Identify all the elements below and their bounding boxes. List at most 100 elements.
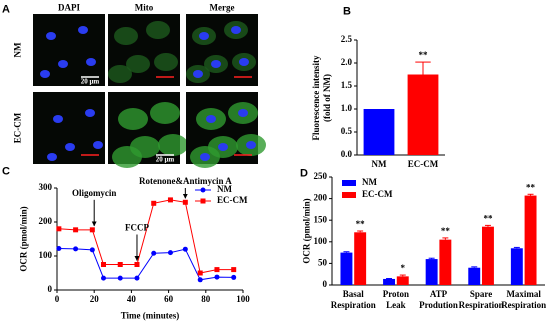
micrograph <box>33 92 105 164</box>
data-point <box>182 246 188 252</box>
x-axis-label: Time (minutes) <box>120 310 180 321</box>
data-point <box>167 250 173 256</box>
significance: ** <box>483 213 493 223</box>
nucleus <box>46 32 56 40</box>
x-tick-label: 100 <box>236 294 250 304</box>
row-label: EC-CM <box>12 112 23 144</box>
column-label: Merge <box>209 2 235 13</box>
y-tick-label: 50 <box>318 257 328 267</box>
y-tick-label: 150 <box>314 214 328 224</box>
annotation: Rotenone&Antimycin A <box>139 176 232 186</box>
bar <box>510 248 523 285</box>
nucleus <box>86 58 96 66</box>
legend-swatch <box>342 180 356 186</box>
scale-bar-label: 20 μm <box>156 156 175 164</box>
significance: ** <box>356 219 366 229</box>
nucleus <box>58 60 68 68</box>
row-label: NM <box>12 42 23 58</box>
x-tick-label: Basal Respiration <box>330 289 376 310</box>
legend-swatch <box>342 192 356 198</box>
nucleus <box>246 141 256 149</box>
legend-label: EC-CM <box>217 195 248 205</box>
data-point <box>89 247 95 253</box>
y-axis-label: OCR (pmol/min) <box>301 198 312 264</box>
y-tick-label: 1.5 <box>341 80 353 90</box>
nucleus <box>85 109 95 117</box>
data-point <box>182 199 188 205</box>
x-tick-label: 20 <box>90 294 100 304</box>
y-tick-label: 100 <box>39 250 53 260</box>
x-tick-label: Maximal Respiration <box>501 289 547 310</box>
series-line <box>58 248 234 281</box>
data-point <box>89 227 95 233</box>
x-tick-label: Spare Respiration <box>458 289 504 310</box>
nucleus <box>47 153 57 161</box>
y-tick-label: 2.0 <box>341 57 353 67</box>
nucleus <box>193 70 203 78</box>
bar <box>383 278 396 285</box>
significance: ** <box>526 182 536 192</box>
data-point <box>117 275 123 281</box>
x-tick-label: 80 <box>201 294 211 304</box>
data-point <box>197 277 203 283</box>
data-point <box>231 267 237 273</box>
panel-letter: B <box>343 5 351 18</box>
panel-letter: D <box>300 167 308 180</box>
mito-signal <box>158 134 188 156</box>
y-axis-label: OCR (pmol/min) <box>18 206 29 272</box>
nucleus <box>206 115 216 123</box>
data-point <box>197 270 203 276</box>
nucleus <box>239 58 249 66</box>
mito-signal <box>154 53 178 71</box>
y-tick-label: 250 <box>314 171 328 181</box>
y-tick-label: 2.5 <box>341 34 353 44</box>
data-point <box>117 262 123 267</box>
data-point <box>134 262 140 267</box>
nucleus <box>231 26 241 34</box>
x-tick-label: 40 <box>127 294 137 304</box>
data-point <box>134 275 140 281</box>
data-point <box>214 274 220 280</box>
bar <box>396 276 409 285</box>
annotation: Oligomycin <box>72 188 117 198</box>
x-tick-label: 60 <box>164 294 174 304</box>
x-tick-label: 0 <box>55 294 60 304</box>
data-point <box>101 262 106 267</box>
nucleus <box>211 60 221 68</box>
data-point <box>151 200 157 206</box>
nucleus <box>93 141 103 149</box>
mito-signal <box>146 21 170 39</box>
data-point <box>56 226 62 232</box>
y-tick-label: 300 <box>39 182 53 192</box>
mito-signal <box>112 146 142 168</box>
data-point <box>73 246 79 252</box>
y-tick-label: 0 <box>323 279 328 289</box>
nucleus <box>238 109 248 117</box>
y-tick-label: 0.5 <box>341 126 353 136</box>
mito-signal <box>118 108 148 130</box>
nucleus <box>65 143 75 151</box>
legend-marker <box>200 187 206 193</box>
column-label: DAPI <box>58 2 80 13</box>
bar <box>407 74 439 155</box>
y-tick-label: 0.0 <box>341 149 353 159</box>
bar <box>340 252 353 285</box>
legend-label: NM <box>217 184 232 194</box>
bar <box>425 259 438 285</box>
data-point <box>214 267 220 273</box>
significance: ** <box>441 226 451 236</box>
significance: * <box>401 263 406 273</box>
y-tick-label: 200 <box>39 216 53 226</box>
mito-signal <box>126 55 150 73</box>
nucleus <box>218 143 228 151</box>
data-point <box>231 274 237 280</box>
panel-letter: C <box>2 165 10 178</box>
data-point <box>151 250 157 256</box>
data-point <box>56 246 62 252</box>
mito-signal <box>108 65 132 83</box>
legend-label: NM <box>362 177 377 187</box>
nucleus <box>200 153 210 161</box>
bar <box>363 109 395 155</box>
